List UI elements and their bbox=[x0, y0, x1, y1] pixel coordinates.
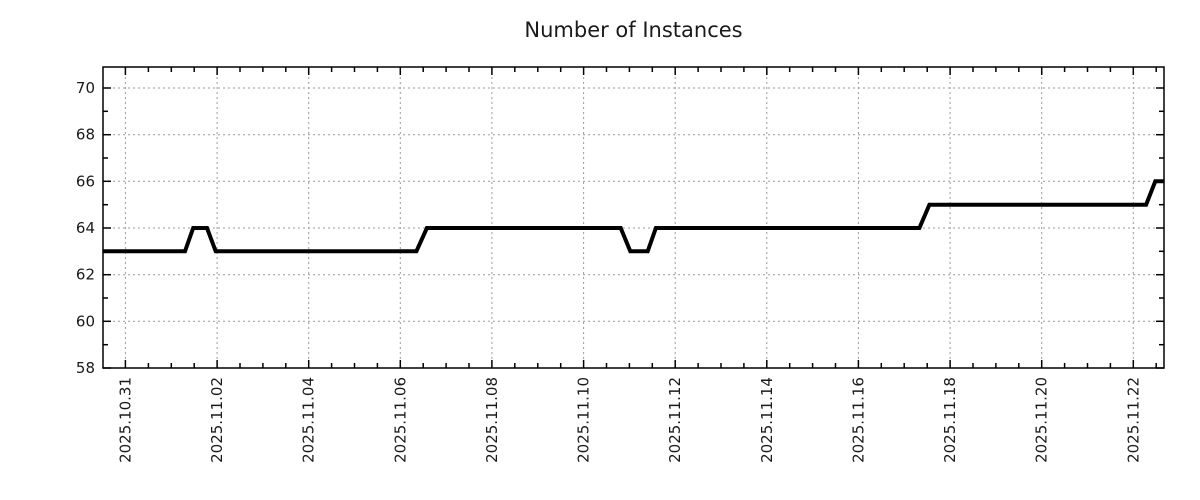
x-tick-label: 2025.11.10 bbox=[575, 377, 593, 463]
y-tick-label: 66 bbox=[76, 172, 95, 190]
x-tick-label: 2025.11.18 bbox=[941, 377, 959, 463]
x-tick-label: 2025.10.31 bbox=[116, 377, 134, 463]
y-tick-label: 58 bbox=[76, 359, 95, 377]
x-tick-label: 2025.11.12 bbox=[666, 377, 684, 463]
x-tick-label: 2025.11.02 bbox=[208, 377, 226, 463]
x-tick-label: 2025.11.20 bbox=[1033, 377, 1051, 463]
plot-border bbox=[102, 66, 1165, 369]
y-tick-label: 60 bbox=[76, 312, 95, 330]
x-tick-label: 2025.11.08 bbox=[483, 377, 501, 463]
x-tick-label: 2025.11.16 bbox=[849, 377, 867, 463]
y-tick-label: 62 bbox=[76, 266, 95, 284]
x-tick-label: 2025.11.14 bbox=[758, 377, 776, 463]
x-tick-label: 2025.11.06 bbox=[391, 377, 409, 463]
data-line bbox=[103, 179, 1164, 254]
x-tick-label: 2025.11.22 bbox=[1124, 377, 1142, 463]
x-tick-label: 2025.11.04 bbox=[300, 377, 318, 463]
y-tick-label: 70 bbox=[76, 79, 95, 97]
y-tick-label: 68 bbox=[76, 126, 95, 144]
y-tick-label: 64 bbox=[76, 219, 95, 237]
chart-title: Number of Instances bbox=[524, 18, 743, 42]
